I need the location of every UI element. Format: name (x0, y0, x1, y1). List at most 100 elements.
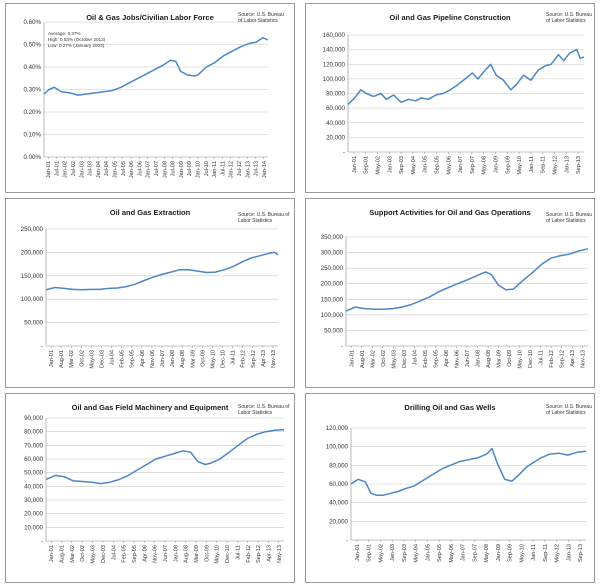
x-tick-label: Jul-05 (121, 161, 127, 176)
x-tick-label: Jan-05 (113, 161, 119, 178)
x-tick-label: Sep-12 (560, 350, 566, 368)
x-tick-label: May-10 (215, 545, 221, 564)
chart-source-line: of Labor Statistics (546, 218, 586, 224)
chart-title: Oil and Gas Field Machinery and Equipmen… (71, 403, 229, 412)
chart-source: Source: U.S. Bureau of Labor Statistics (238, 404, 289, 416)
x-tick-label: Sep-07 (470, 156, 476, 174)
x-tick-label: Jul-01 (54, 161, 60, 176)
x-tick-label: Dec-10 (528, 350, 534, 368)
chart-svg: - 10,000 20,000 30,000 40,000 50,000 60,000 70,… (24, 415, 285, 564)
x-tick-label: Jul-04 (111, 545, 117, 560)
series-line (45, 428, 285, 485)
chart-stat-line: Average: 0.37% (48, 31, 81, 36)
x-tick-label: Jan-09 (179, 161, 185, 178)
x-tick-label: Sep-09 (508, 544, 514, 562)
x-tick-label: Jan-13 (566, 544, 572, 561)
x-tick-label: Dec-03 (402, 350, 408, 368)
x-tick-label: Dec-10 (221, 350, 227, 368)
chart-svg: - 50,000 100,000 150,000 200,000 250,000 Jan-0… (21, 226, 279, 369)
y-tick-label: 70,000 (24, 442, 43, 449)
x-tick-label: Jul-11 (231, 350, 237, 365)
x-tick-label: Jan-01 (49, 545, 55, 562)
x-tick-label: Jul-04 (412, 350, 418, 365)
y-tick-label: 100,000 (326, 444, 349, 451)
x-tick-label: Feb-05 (122, 545, 128, 563)
x-tick-label: Jan-11 (212, 161, 218, 178)
y-tick-label: 120,000 (323, 61, 346, 68)
x-tick-label: May-12 (553, 156, 559, 175)
x-tick-label: Jan-08 (162, 161, 168, 178)
x-tick-label: Jul-10 (204, 161, 210, 176)
chart-stat-line: High: 0.53% (October 2013) (48, 36, 106, 42)
y-tick-label: 30,000 (24, 497, 43, 504)
x-tick-label: Jul-13 (254, 161, 260, 176)
chart-source-line: Source: U.S. Bureau (546, 212, 592, 218)
chart-title: Oil and Gas Pipeline Construction (389, 13, 511, 22)
chart-panel: - 20,000 40,000 60,000 80,000 100,000 120,000 1… (305, 3, 595, 193)
chart-svg: - 50,000 100,000 150,000 200,000 250,000 300,0… (321, 234, 589, 369)
x-tick-label: Sep-05 (435, 156, 441, 174)
chart-source: Source: U.S. Bureau of Labor Statistics (546, 404, 592, 416)
chart-title: Oil & Gas Jobs/Civilian Labor Force (86, 13, 214, 22)
y-tick-label: 160,000 (323, 32, 346, 39)
y-tick-label: 100,000 (21, 296, 44, 303)
x-tick-label: Sep-01 (364, 156, 370, 174)
x-tick-label: May-10 (210, 350, 216, 369)
x-tick-label: Jan-01 (355, 544, 361, 561)
x-tick-label: Nov-13 (581, 350, 587, 368)
x-tick-label: Jan-06 (129, 161, 135, 178)
x-tick-label: May-12 (555, 544, 561, 563)
x-tick-label: Jan-14 (262, 161, 268, 178)
x-tick-label: May-02 (376, 156, 382, 175)
x-tick-label: Jan-01 (46, 161, 52, 178)
x-tick-label: Jul-04 (104, 161, 110, 176)
y-tick-label: 200,000 (21, 249, 44, 256)
x-tick-label: Dec-10 (225, 545, 231, 563)
x-tick-label: Sep-05 (437, 544, 443, 562)
x-tick-label: Mar-02 (69, 350, 75, 368)
x-tick-label: Jan-13 (564, 156, 570, 173)
y-tick-label: 80,000 (326, 91, 345, 98)
x-tick-label: Mar-09 (194, 545, 200, 563)
y-tick-label: 150,000 (21, 273, 44, 280)
chart-source: Source: U.S. Bureau of Labor Statistics (546, 12, 592, 24)
y-tick-label: - (41, 538, 43, 545)
x-tick-label: Sep-03 (402, 544, 408, 562)
chart-svg: 0.00% 0.10% 0.20% 0.30% 0.40% 0.50% 0.60% Jan-0… (23, 19, 269, 178)
x-tick-label: Jan-07 (458, 156, 464, 173)
x-tick-label: Jul-07 (154, 161, 160, 176)
x-tick-label: Oct-09 (204, 545, 210, 562)
series-line (45, 251, 279, 291)
x-tick-label: Aug-01 (59, 350, 65, 368)
x-tick-label: Feb-12 (246, 545, 252, 563)
x-tick-label: Jan-08 (173, 545, 179, 562)
chart-source-line: of Labor Statistics (546, 18, 586, 24)
x-tick-label: Sep-05 (433, 350, 439, 368)
x-tick-label: Dec-03 (101, 545, 107, 563)
x-tick-label: May-10 (517, 156, 523, 175)
chart-panel: 0.00% 0.10% 0.20% 0.30% 0.40% 0.50% 0.60% Jan-0… (5, 3, 295, 193)
y-tick-label: 350,000 (321, 234, 344, 241)
x-tick-label: Jun-07 (465, 350, 471, 367)
y-tick-label: 10,000 (24, 524, 43, 531)
y-tick-label: 0.10% (23, 132, 41, 139)
x-tick-label: Sep-05 (130, 350, 136, 368)
x-tick-label: Jul-09 (187, 161, 193, 176)
x-tick-label: Jan-07 (461, 544, 467, 561)
x-tick-label: Jan-11 (529, 156, 535, 173)
chart-source-line: Source: U.S. Bureau (546, 12, 592, 18)
x-tick-label: Jun-07 (160, 350, 166, 367)
x-tick-label: Sep-03 (399, 156, 405, 174)
x-tick-label: May-04 (411, 156, 417, 175)
y-tick-label: 100,000 (321, 312, 344, 319)
chart-stat-line: Low: 0.27% (January 2003) (48, 42, 105, 48)
x-tick-label: Sep-05 (132, 545, 138, 563)
y-tick-label: 0.30% (23, 87, 41, 94)
x-tick-label: Jul-11 (235, 545, 241, 560)
x-tick-label: Mar-09 (497, 350, 503, 368)
x-tick-label: Aug-08 (486, 350, 492, 368)
x-tick-label: May-10 (518, 350, 524, 369)
y-tick-label: 250,000 (21, 226, 44, 233)
chart-source: Source: U.S. Bureau of Labor Statistics (238, 212, 289, 224)
y-tick-label: 120,000 (326, 425, 349, 432)
